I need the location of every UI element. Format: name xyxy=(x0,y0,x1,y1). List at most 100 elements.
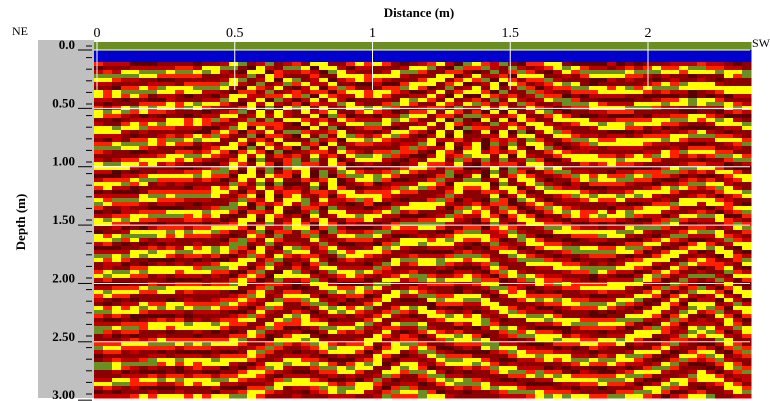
radar-cell xyxy=(418,390,428,395)
radar-cell xyxy=(400,146,410,151)
radar-cell xyxy=(544,262,554,267)
radar-cell xyxy=(211,386,221,391)
radar-cell xyxy=(463,78,473,83)
radar-cell xyxy=(274,258,284,263)
radar-cell xyxy=(94,206,104,211)
radar-cell xyxy=(346,194,356,199)
radar-cell xyxy=(355,214,365,219)
radar-cell xyxy=(211,138,221,143)
radar-cell xyxy=(292,294,302,299)
radar-cell xyxy=(229,42,239,47)
radar-cell xyxy=(130,66,140,71)
radar-cell xyxy=(445,242,455,247)
radar-cell xyxy=(472,118,482,123)
radar-cell xyxy=(490,310,500,315)
radar-cell xyxy=(490,302,500,307)
radar-cell xyxy=(463,190,473,195)
radar-cell xyxy=(274,210,284,215)
radar-cell xyxy=(355,394,365,399)
radar-cell xyxy=(184,366,194,371)
radar-cell xyxy=(355,46,365,51)
radar-cell xyxy=(400,386,410,391)
radar-cell xyxy=(535,202,545,207)
radar-cell xyxy=(121,114,131,119)
radar-cell xyxy=(517,386,527,391)
radar-cell xyxy=(256,198,266,203)
radar-cell xyxy=(382,302,392,307)
radar-cell xyxy=(409,142,419,147)
radar-cell xyxy=(490,206,500,211)
radar-cell xyxy=(265,154,275,159)
radar-cell xyxy=(418,242,428,247)
radar-cell xyxy=(544,166,554,171)
radar-cell xyxy=(292,62,302,67)
radar-cell xyxy=(427,186,437,191)
radar-cell xyxy=(184,390,194,395)
radar-cell xyxy=(184,338,194,343)
radar-cell xyxy=(571,334,581,339)
radar-cell xyxy=(463,282,473,287)
radar-cell xyxy=(247,370,257,375)
radar-cell xyxy=(328,150,338,155)
radar-cell xyxy=(175,42,185,47)
radar-cell xyxy=(445,342,455,347)
radar-cell xyxy=(562,134,572,139)
radar-cell xyxy=(508,86,518,91)
radar-cell xyxy=(427,238,437,243)
radar-cell xyxy=(319,370,329,375)
radar-cell xyxy=(490,370,500,375)
radar-cell xyxy=(256,182,266,187)
radar-cell xyxy=(220,358,230,363)
radar-cell xyxy=(211,250,221,255)
radar-cell xyxy=(175,234,185,239)
radar-cell xyxy=(265,318,275,323)
radar-cell xyxy=(472,162,482,167)
radar-cell xyxy=(472,238,482,243)
radar-cell xyxy=(454,326,464,331)
radar-cell xyxy=(292,78,302,83)
radar-cell xyxy=(157,62,167,67)
radar-cell xyxy=(499,378,509,383)
radar-cell xyxy=(94,42,104,47)
radar-cell xyxy=(193,194,203,199)
radar-cell xyxy=(247,362,257,367)
radar-cell xyxy=(454,50,464,55)
radar-cell xyxy=(229,222,239,227)
radar-cell xyxy=(490,262,500,267)
radar-cell xyxy=(355,198,365,203)
radar-cell xyxy=(319,218,329,223)
radar-cell xyxy=(157,42,167,47)
radar-cell xyxy=(103,50,113,55)
radar-cell xyxy=(508,310,518,315)
radar-cell xyxy=(508,262,518,267)
radar-cell xyxy=(472,262,482,267)
radar-cell xyxy=(148,314,158,319)
radar-cell xyxy=(391,358,401,363)
radar-cell xyxy=(310,182,320,187)
radar-cell xyxy=(454,330,464,335)
radar-cell xyxy=(229,394,239,399)
radar-cell xyxy=(553,54,563,59)
radar-cell xyxy=(166,294,176,299)
radar-cell xyxy=(391,218,401,223)
radar-cell xyxy=(238,230,248,235)
radar-cell xyxy=(346,362,356,367)
radar-cell xyxy=(229,338,239,343)
radar-cell xyxy=(301,390,311,395)
radar-cell xyxy=(139,78,149,83)
radar-cell xyxy=(589,226,599,231)
radar-cell xyxy=(553,118,563,123)
radar-cell xyxy=(346,110,356,115)
radar-cell xyxy=(517,214,527,219)
radar-cell xyxy=(346,314,356,319)
radar-cell xyxy=(499,290,509,295)
radar-cell xyxy=(499,270,509,275)
radar-cell xyxy=(355,78,365,83)
radar-cell xyxy=(499,282,509,287)
radar-cell xyxy=(292,118,302,123)
radar-cell xyxy=(310,282,320,287)
radar-cell xyxy=(301,86,311,91)
radar-cell xyxy=(382,138,392,143)
radar-cell xyxy=(247,122,257,127)
radar-cell xyxy=(310,134,320,139)
